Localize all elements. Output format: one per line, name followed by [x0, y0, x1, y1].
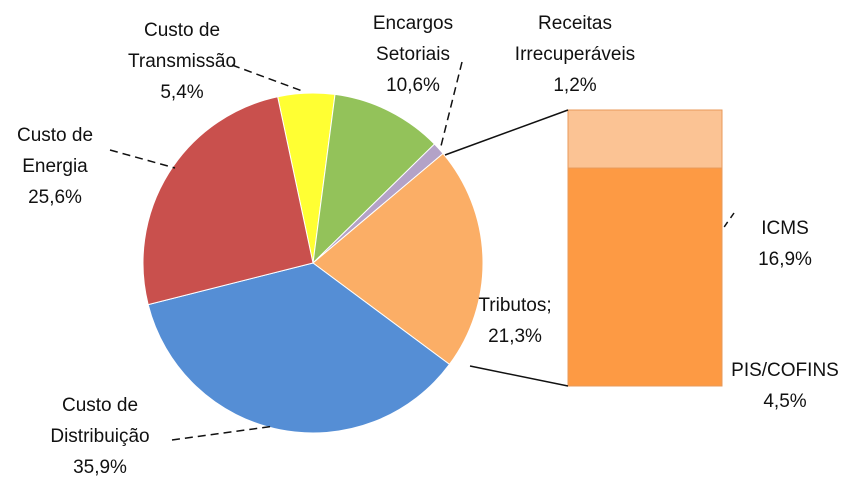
value-label: 21,3% — [488, 326, 542, 347]
pie-slice — [312, 93, 436, 265]
value-label: 35,9% — [73, 457, 127, 478]
data-label: Custo de Distribuição 35,9% — [15, 390, 185, 480]
category-label: ICMS — [761, 218, 809, 239]
pie-slice — [142, 96, 314, 306]
value-label: 25,6% — [28, 187, 82, 208]
value-label: 5,4% — [160, 82, 204, 103]
bar-segment — [567, 167, 723, 387]
data-label: Custo de Energia 25,6% — [0, 120, 120, 213]
data-label: Tributos; 21,3% — [455, 290, 575, 352]
data-label: ICMS 16,9% — [725, 213, 845, 275]
value-label: 4,5% — [763, 391, 807, 412]
value-label: 1,2% — [553, 75, 597, 96]
category-label: Tributos; — [478, 295, 552, 316]
data-label: PIS/COFINS 4,5% — [715, 355, 854, 417]
category-label: PIS/COFINS — [731, 360, 839, 381]
leader-line — [109, 149, 176, 169]
pie-slice — [312, 152, 484, 366]
data-label: Receitas Irrecuperáveis 1,2% — [490, 8, 660, 101]
leader-line — [171, 425, 276, 441]
data-label: Custo de Transmissão 5,4% — [112, 15, 252, 108]
pie-slice — [147, 262, 451, 434]
category-label: Receitas Irrecuperáveis — [514, 13, 636, 65]
bar-segment — [567, 109, 723, 169]
leaders — [109, 61, 735, 441]
leader-line — [439, 61, 463, 151]
value-label: 16,9% — [758, 249, 812, 270]
category-label: Custo de Distribuição — [50, 395, 150, 447]
category-label: Custo de Transmissão — [127, 20, 237, 72]
leader-line — [721, 212, 735, 231]
data-label: Encargos Setoriais 10,6% — [348, 8, 478, 101]
category-label: Custo de Energia — [16, 125, 94, 177]
connector-line — [444, 109, 569, 156]
connector-line — [469, 365, 569, 387]
value-label: 10,6% — [386, 75, 440, 96]
category-label: Encargos Setoriais — [372, 13, 454, 65]
